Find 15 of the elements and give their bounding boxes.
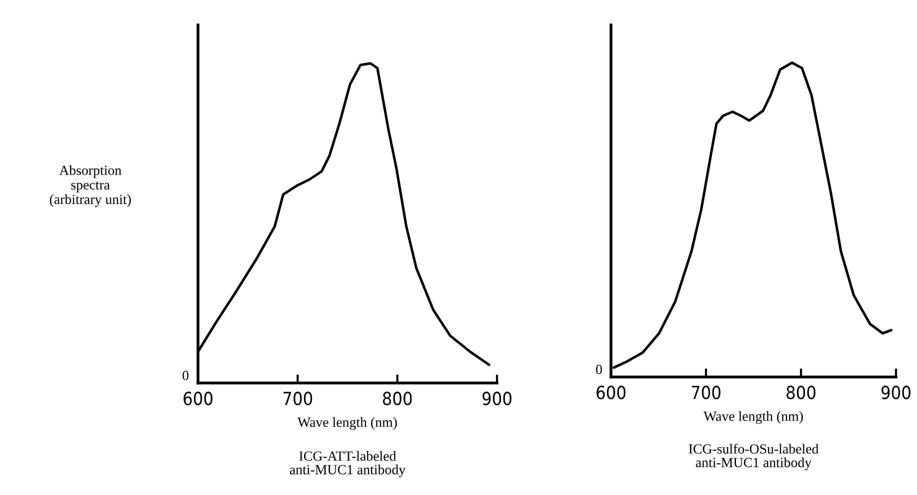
x-tick-label: 800: [382, 392, 412, 406]
text: 0: [182, 370, 188, 380]
x-tick-label: 800: [786, 386, 816, 400]
x-tick-label: 900: [482, 392, 512, 406]
text: ICG-sulfo-OSu-labeled anti-MUC1 antibody: [688, 444, 819, 470]
x-tick-label: 700: [283, 392, 312, 406]
text: ICG-ATT-labeled anti-MUC1 antibody: [290, 451, 406, 478]
x-tick-label: 600: [184, 392, 212, 406]
x-tick-label: 600: [596, 386, 626, 400]
x-tick-label: 900: [882, 386, 910, 400]
y-axis-title: Absorption spectra (arbitrary unit): [50, 165, 131, 207]
x-tick-label: 700: [692, 386, 720, 400]
x-axis-title: Wave length (nm): [298, 417, 397, 430]
text: 0: [596, 364, 602, 374]
x-axis-title: Wave length (nm): [704, 411, 803, 424]
